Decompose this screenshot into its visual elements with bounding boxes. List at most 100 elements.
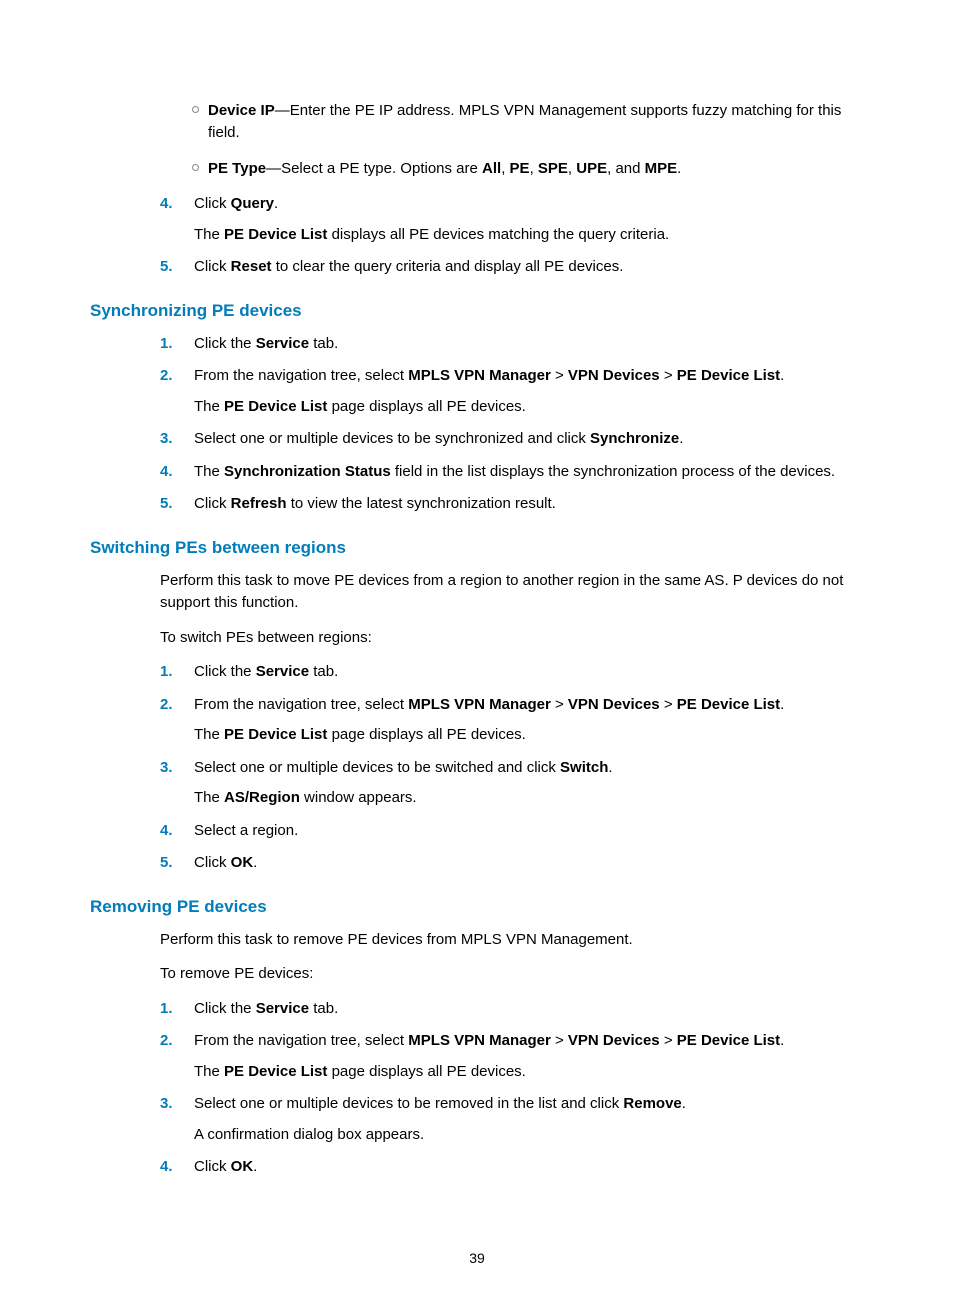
- list-line: Select one or multiple devices to be rem…: [194, 1093, 864, 1116]
- text-run: The: [194, 726, 224, 743]
- list-line: Select a region.: [194, 820, 864, 843]
- list-line: Click Refresh to view the latest synchro…: [194, 493, 864, 516]
- text-run: Select one or multiple devices to be rem…: [194, 1095, 623, 1112]
- list-follow-line: The AS/Region window appears.: [194, 787, 864, 810]
- bold-term: PE Device List: [224, 1063, 327, 1080]
- list-number: 1.: [160, 333, 188, 356]
- text-run: >: [660, 1032, 677, 1049]
- list-number: 3.: [160, 757, 188, 780]
- list-body: Click Refresh to view the latest synchro…: [194, 493, 864, 516]
- text-run: field in the list displays the synchroni…: [391, 463, 835, 480]
- text-run: page displays all PE devices.: [327, 398, 525, 415]
- list-follow-line: The PE Device List page displays all PE …: [194, 1061, 864, 1084]
- bold-term: PE Device List: [677, 1032, 780, 1049]
- text-run: to clear the query criteria and display …: [272, 258, 624, 275]
- list-body: Click OK.: [194, 1156, 864, 1179]
- text-run: >: [660, 367, 677, 384]
- bold-term: Refresh: [231, 495, 287, 512]
- text-run: page displays all PE devices.: [327, 726, 525, 743]
- list-item: 4.The Synchronization Status field in th…: [160, 461, 864, 484]
- bold-term: Service: [256, 1000, 309, 1017]
- list-item: 1. Click the Service tab.: [160, 998, 864, 1021]
- text-run: .: [253, 854, 257, 871]
- list-number: 2.: [160, 694, 188, 717]
- text-run: Click: [194, 1158, 231, 1175]
- circle-bullet-icon: [192, 164, 199, 171]
- text-run: .: [682, 1095, 686, 1112]
- list-item: 4. Click OK.: [160, 1156, 864, 1179]
- list-item: 1.Click the Service tab.: [160, 333, 864, 356]
- bold-term: VPN Devices: [568, 367, 660, 384]
- bullet-text: —Select a PE type. Options are: [266, 160, 482, 177]
- text-run: A confirmation dialog box appears.: [194, 1126, 424, 1143]
- list-line: Click the Service tab.: [194, 661, 864, 684]
- text-run: >: [551, 367, 568, 384]
- sub-bullet-device-ip: Device IP—Enter the PE IP address. MPLS …: [208, 100, 864, 144]
- text-run: .: [253, 1158, 257, 1175]
- bold-term: Switch: [560, 759, 608, 776]
- list-follow-line: The PE Device List page displays all PE …: [194, 724, 864, 747]
- text-run: tab.: [309, 335, 338, 352]
- text-run: Select a region.: [194, 822, 298, 839]
- text-run: From the navigation tree, select: [194, 367, 408, 384]
- list-body: Click OK.: [194, 852, 864, 875]
- list-body: From the navigation tree, select MPLS VP…: [194, 1030, 864, 1083]
- list-item: 2.From the navigation tree, select MPLS …: [160, 365, 864, 418]
- list-item: 4. Select a region.: [160, 820, 864, 843]
- list-body: Click the Service tab.: [194, 661, 864, 684]
- text-run: Click: [194, 854, 231, 871]
- list-number: 4.: [160, 461, 188, 484]
- bold-term: Remove: [623, 1095, 681, 1112]
- list-number: 5.: [160, 256, 188, 279]
- list-number: 5.: [160, 852, 188, 875]
- list-number: 4.: [160, 193, 188, 216]
- list-number: 4.: [160, 820, 188, 843]
- bold-term: PE Device List: [224, 726, 327, 743]
- text-run: >: [551, 696, 568, 713]
- list-number: 2.: [160, 1030, 188, 1053]
- text-run: The: [194, 1063, 224, 1080]
- list-number: 2.: [160, 365, 188, 388]
- list-line: Click Reset to clear the query criteria …: [194, 256, 864, 279]
- bold-term: Query: [231, 195, 274, 212]
- list-item: 3. Select one or multiple devices to be s…: [160, 757, 864, 810]
- text-run: page displays all PE devices.: [327, 1063, 525, 1080]
- list-item: 4.Click Query.The PE Device List display…: [160, 193, 864, 246]
- text-run: .: [274, 195, 278, 212]
- list-number: 1.: [160, 998, 188, 1021]
- page-number: 39: [0, 1250, 954, 1266]
- text-run: >: [660, 696, 677, 713]
- bold-term: Service: [256, 335, 309, 352]
- list-number: 3.: [160, 428, 188, 451]
- sub-bullet-pe-type: PE Type—Select a PE type. Options are Al…: [208, 158, 864, 180]
- bold-term: OK: [231, 1158, 254, 1175]
- list-line: Click the Service tab.: [194, 998, 864, 1021]
- text-run: Select one or multiple devices to be syn…: [194, 430, 590, 447]
- list-line: Click OK.: [194, 852, 864, 875]
- text-run: >: [551, 1032, 568, 1049]
- list-body: Click the Service tab.: [194, 998, 864, 1021]
- bold-term: Device IP: [208, 102, 275, 119]
- section-heading: Switching PEs between regions: [90, 538, 864, 558]
- bold-term: PE Device List: [224, 398, 327, 415]
- list-line: Select one or multiple devices to be syn…: [194, 428, 864, 451]
- list-line: From the navigation tree, select MPLS VP…: [194, 694, 864, 717]
- bold-term: VPN Devices: [568, 696, 660, 713]
- list-item: 5. Click OK.: [160, 852, 864, 875]
- bold-term: AS/Region: [224, 789, 300, 806]
- bullet-text: —Enter the PE IP address. MPLS VPN Manag…: [208, 102, 841, 141]
- list-number: 1.: [160, 661, 188, 684]
- list-item: 3. Select one or multiple devices to be s…: [160, 428, 864, 451]
- list-number: 4.: [160, 1156, 188, 1179]
- list-item: 2. From the navigation tree, select MPLS …: [160, 694, 864, 747]
- list-line: Click OK.: [194, 1156, 864, 1179]
- list-item: 5. Click Reset to clear the query criteri…: [160, 256, 864, 279]
- paragraph: Perform this task to remove PE devices f…: [160, 929, 864, 952]
- text-run: to view the latest synchronization resul…: [287, 495, 556, 512]
- list-follow-line: The PE Device List page displays all PE …: [194, 396, 864, 419]
- list-body: Select one or multiple devices to be swi…: [194, 757, 864, 810]
- circle-bullet-icon: [192, 106, 199, 113]
- list-follow-line: A confirmation dialog box appears.: [194, 1124, 864, 1147]
- text-run: window appears.: [300, 789, 417, 806]
- text-run: .: [679, 430, 683, 447]
